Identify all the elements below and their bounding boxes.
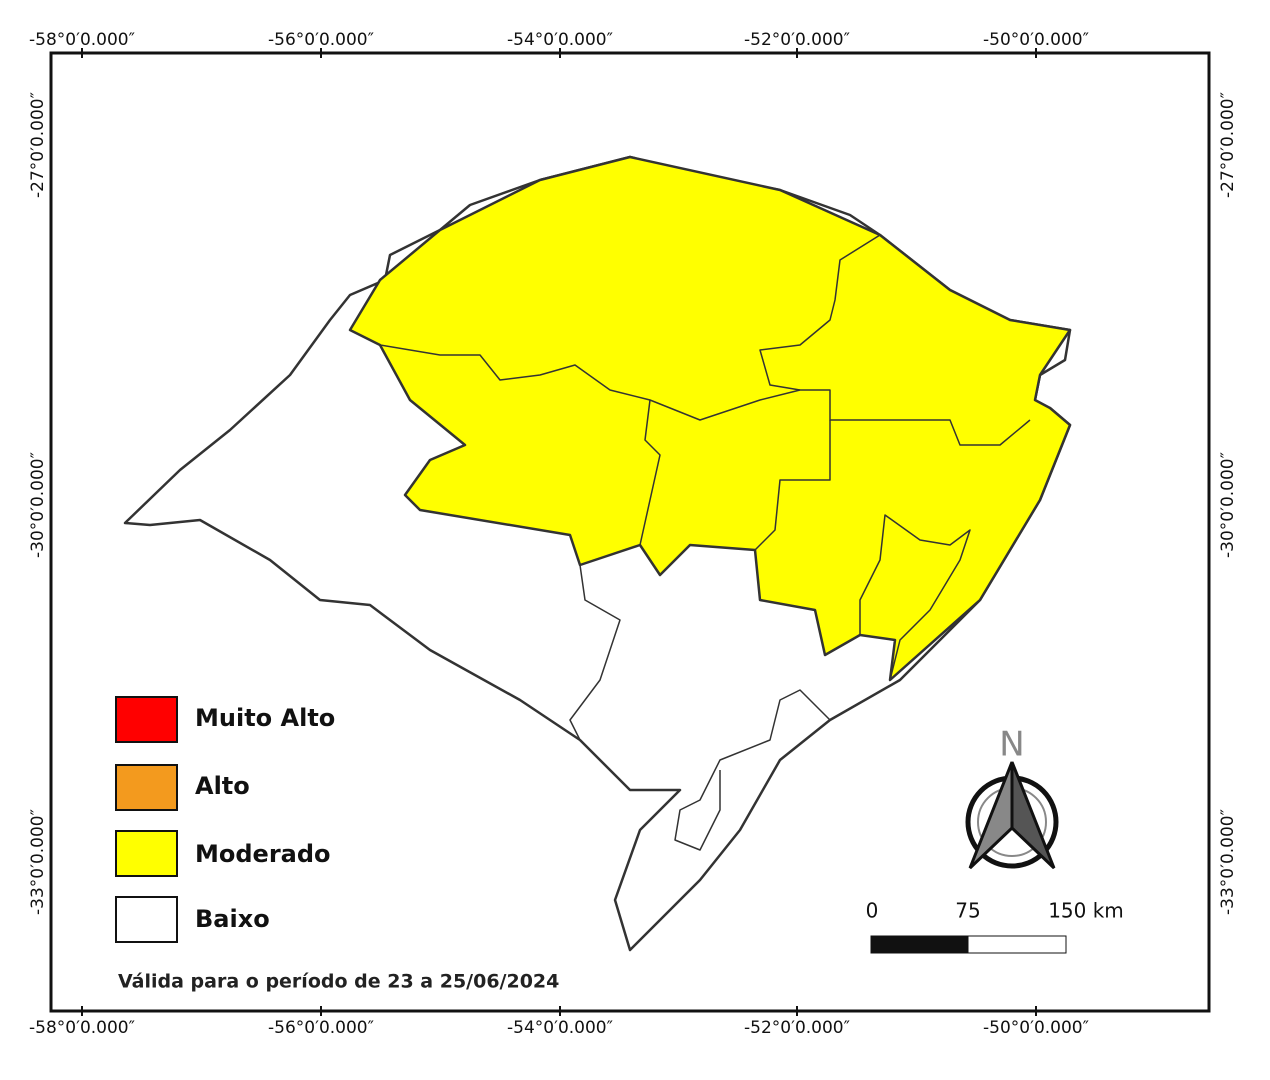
scale-label: 150 km — [1048, 899, 1124, 923]
bottom-coord-label: -58°0′0.000″ — [29, 1018, 135, 1038]
legend-swatch — [115, 764, 178, 811]
scale-segment — [870, 935, 969, 954]
top-coord-label: -58°0′0.000″ — [29, 30, 135, 50]
region-borders — [379, 234, 1031, 851]
left-coord-label: -30°0′0.000″ — [28, 452, 48, 558]
state-map — [123, 155, 1072, 952]
north-arrow: N — [965, 725, 1059, 870]
top-coord-label: -52°0′0.000″ — [744, 30, 850, 50]
bottom-coord-label: -54°0′0.000″ — [507, 1018, 613, 1038]
legend: Muito Alto Alto Moderado Baixo — [115, 696, 335, 943]
legend-label: Alto — [195, 772, 250, 800]
legend-label: Muito Alto — [195, 704, 335, 732]
right-coord-label: -27°0′0.000″ — [1218, 92, 1238, 198]
validity-note: Válida para o período de 23 a 25/06/2024 — [118, 971, 559, 993]
top-coord-label: -50°0′0.000″ — [983, 30, 1089, 50]
right-coord-label: -33°0′0.000″ — [1218, 809, 1238, 915]
legend-swatch — [115, 896, 178, 943]
scale-label: 75 — [955, 899, 980, 923]
scale-label: 0 — [866, 899, 879, 923]
north-label: N — [999, 725, 1024, 765]
bottom-coord-label: -56°0′0.000″ — [268, 1018, 374, 1038]
right-coord-label: -30°0′0.000″ — [1218, 452, 1238, 558]
arrow-right — [1010, 761, 1056, 870]
region-moderado — [348, 155, 1072, 682]
scale-segment — [967, 935, 1067, 954]
scale-bar: 0 75 150 km — [866, 899, 1124, 954]
legend-label: Moderado — [195, 840, 331, 868]
bottom-coord-label: -50°0′0.000″ — [983, 1018, 1089, 1038]
left-coord-label: -27°0′0.000″ — [28, 92, 48, 198]
legend-label: Baixo — [195, 905, 270, 933]
top-coord-label: -56°0′0.000″ — [268, 30, 374, 50]
left-coord-label: -33°0′0.000″ — [28, 809, 48, 915]
legend-swatch — [115, 830, 178, 877]
legend-swatch — [115, 696, 178, 743]
bottom-coord-label: -52°0′0.000″ — [744, 1018, 850, 1038]
top-coord-label: -54°0′0.000″ — [507, 30, 613, 50]
